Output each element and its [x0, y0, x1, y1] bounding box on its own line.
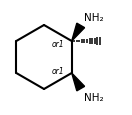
Text: NH₂: NH₂ [84, 13, 103, 23]
Text: or1: or1 [51, 67, 64, 76]
Polygon shape [72, 73, 85, 91]
Text: or1: or1 [51, 39, 64, 48]
Text: NH₂: NH₂ [84, 92, 103, 102]
Polygon shape [72, 24, 85, 42]
